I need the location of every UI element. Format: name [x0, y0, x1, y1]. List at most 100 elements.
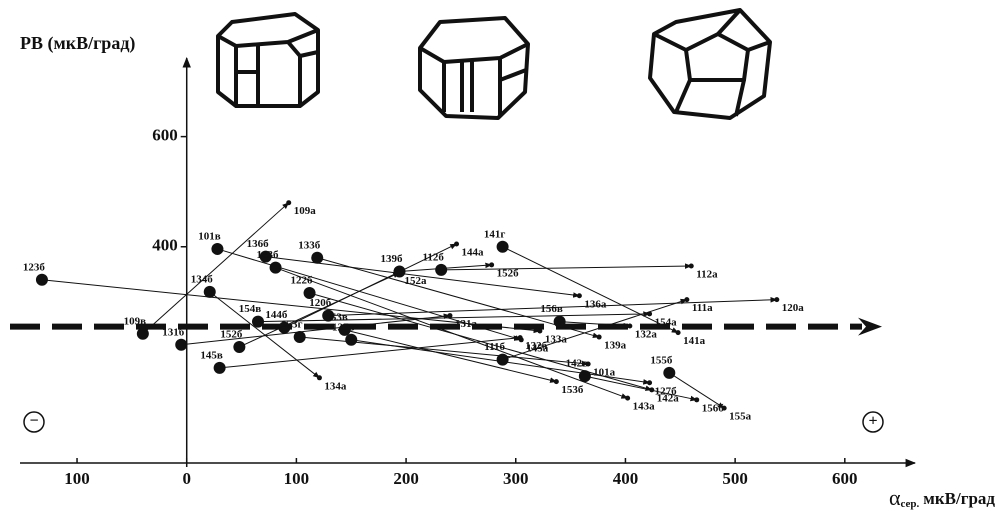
positive-sign: +	[868, 413, 877, 430]
x-tick-label: 200	[393, 469, 419, 488]
end-label: 120а	[782, 302, 805, 314]
x-tick-label: 100	[64, 469, 90, 488]
end-label: 111а	[692, 302, 713, 314]
end-point	[722, 406, 727, 411]
start-label: 141г	[484, 228, 506, 240]
x-axis-label: αсер.мкВ/град	[889, 485, 995, 510]
crystal-shapes	[218, 10, 770, 118]
x-tick-label: 300	[503, 469, 529, 488]
end-point	[689, 264, 694, 269]
start-label: 120б	[309, 297, 332, 309]
crystal-3	[650, 10, 770, 118]
end-point	[286, 200, 291, 205]
start-label: 101в	[198, 230, 221, 242]
end-point	[625, 396, 630, 401]
start-point	[214, 362, 226, 374]
end-label: 155а	[729, 411, 752, 423]
start-label: 123б	[23, 261, 46, 273]
start-label: 143б	[257, 249, 280, 261]
x-axis-unit: мкВ/град	[923, 489, 995, 508]
end-label: 152а	[404, 275, 427, 287]
start-label: 153в	[325, 311, 348, 323]
start-label: 122б	[291, 275, 314, 287]
end-label: 144а	[462, 247, 485, 259]
start-label: 111б	[484, 341, 505, 353]
end-point	[774, 297, 779, 302]
start-point	[204, 286, 216, 298]
negative-sign: −	[29, 413, 38, 430]
start-label: 134б	[191, 273, 214, 285]
start-label: 153г	[281, 319, 303, 331]
arrow	[441, 266, 691, 270]
end-point	[489, 262, 494, 267]
start-point	[211, 243, 223, 255]
x-tick-label: 100	[284, 469, 310, 488]
x-axis-subscript: сер.	[901, 498, 920, 510]
chart: РВ (мкВ/град) αсер.мкВ/град − + 100 0 100 2…	[0, 0, 1001, 512]
y-tick-label: 600	[152, 126, 178, 145]
start-point	[137, 328, 149, 340]
start-point	[554, 316, 566, 328]
start-label: 139б	[380, 253, 403, 265]
crystal-1	[218, 14, 318, 106]
start-label: 112б	[422, 251, 444, 263]
y-axis-label: РВ (мкВ/град)	[20, 33, 135, 54]
x-tick-label: 600	[832, 469, 858, 488]
start-label: 142в	[566, 358, 589, 370]
start-label: 131б	[162, 326, 185, 338]
end-label: 141а	[683, 335, 706, 347]
end-label: 156б	[702, 402, 725, 414]
end-point	[537, 328, 542, 333]
start-point	[435, 264, 447, 276]
x-tick-label: 500	[722, 469, 748, 488]
end-point	[684, 297, 689, 302]
start-point	[345, 334, 357, 346]
start-point	[497, 241, 509, 253]
x-axis-symbol: α	[889, 485, 901, 510]
end-label: 139а	[604, 340, 627, 352]
end-point	[454, 241, 459, 246]
start-point	[36, 274, 48, 286]
end-label: 136а	[584, 298, 607, 310]
end-label: 131а	[455, 318, 478, 330]
start-point	[175, 339, 187, 351]
end-point	[676, 330, 681, 335]
start-point	[252, 316, 264, 328]
arrow	[345, 330, 557, 382]
end-label: 153б	[561, 384, 584, 396]
end-point	[577, 293, 582, 298]
crystal-2	[420, 18, 528, 118]
start-point	[393, 266, 405, 278]
start-point	[233, 341, 245, 353]
end-label: 101а	[593, 367, 616, 379]
end-label: 132а	[635, 329, 658, 341]
start-label: 156в	[540, 303, 563, 315]
end-point	[597, 335, 602, 340]
y-tick-label: 400	[152, 236, 178, 255]
start-label: 145в	[200, 349, 223, 361]
start-point	[339, 324, 351, 336]
start-label: 109в	[124, 315, 147, 327]
end-point	[627, 324, 632, 329]
x-tick-label: 400	[613, 469, 639, 488]
end-point	[554, 379, 559, 384]
start-point	[311, 252, 323, 264]
start-point	[497, 354, 509, 366]
start-point	[663, 367, 675, 379]
end-point	[447, 313, 452, 318]
arrow	[258, 314, 650, 322]
end-label: 112а	[696, 269, 718, 281]
end-label: 143а	[633, 401, 656, 413]
end-label: 109а	[294, 205, 317, 217]
start-label: 155б	[650, 354, 673, 366]
start-label: 133б	[298, 239, 321, 251]
start-point	[579, 370, 591, 382]
end-label: 134а	[324, 380, 347, 392]
start-label: 154в	[239, 303, 262, 315]
start-point	[270, 262, 282, 274]
end-point	[518, 335, 523, 340]
x-tick-label: 0	[182, 469, 191, 488]
end-point	[317, 375, 322, 380]
end-point	[694, 397, 699, 402]
end-point	[647, 380, 652, 385]
